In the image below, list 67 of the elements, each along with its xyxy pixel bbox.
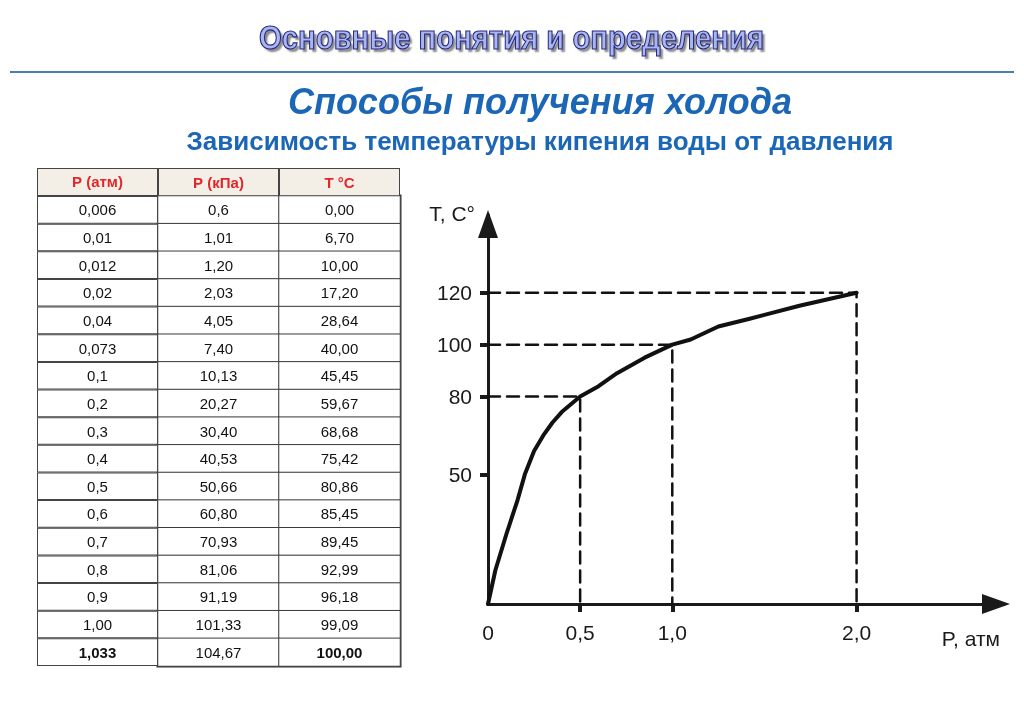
data-label: 10,00	[320, 256, 359, 274]
y-tick-label: 0,4	[87, 450, 108, 468]
data-label: 17,20	[320, 284, 359, 302]
data-label: 40,00	[320, 339, 359, 357]
data-label: 1,01	[203, 228, 234, 246]
data-label: 4,05	[203, 311, 234, 329]
y-axis-title: T, C°	[429, 201, 475, 225]
data-label: 10,13	[199, 367, 238, 385]
y-tick-label: 1,00	[82, 616, 113, 634]
y-tick-label: 100	[436, 333, 472, 357]
data-label: 104,67	[195, 643, 242, 661]
y-tick-label: 0,1	[87, 367, 108, 385]
data-label: 59,67	[320, 394, 359, 412]
y-tick-label: 0,8	[87, 560, 108, 578]
x-tick-label: 0	[482, 621, 494, 644]
data-label: 92,99	[320, 560, 359, 578]
data-label: 70,93	[199, 533, 238, 551]
y-tick-label: 120	[436, 281, 472, 305]
y-tick-label: 80	[448, 385, 472, 409]
text: Способы получения холода	[286, 80, 794, 124]
data-label: 0,6	[208, 201, 229, 219]
x-tick-label: 1,0	[657, 621, 687, 644]
data-label: 99,09	[320, 616, 359, 634]
data-label: 0,00	[324, 201, 355, 219]
data-label: 96,18	[320, 588, 359, 606]
y-tick-label: 0,012	[78, 256, 117, 274]
y-tick-label: 0,7	[87, 533, 108, 551]
y-tick-label: 0,5	[87, 477, 108, 495]
data-label: 75,42	[320, 450, 359, 468]
data-label: 101,33	[195, 616, 242, 634]
data-label: 28,64	[320, 311, 359, 329]
x-tick-label: Т °С	[324, 174, 355, 191]
x-tick-label: Р (кПа)	[193, 174, 244, 191]
data-label: 85,45	[320, 505, 359, 523]
x-tick-label: 0,5	[565, 621, 595, 644]
text: Зависимость температуры кипения воды от давления	[185, 125, 895, 157]
data-label: 100,00	[316, 643, 363, 661]
data-label: 68,68	[320, 422, 359, 440]
y-tick-label: 0,9	[87, 588, 108, 606]
y-tick-label: 0,2	[87, 394, 108, 412]
data-label: 30,40	[199, 422, 238, 440]
data-label: 2,03	[203, 284, 234, 302]
y-tick-label: 0,006	[78, 201, 117, 219]
data-label: 45,45	[320, 367, 359, 385]
x-axis-title: P, атм	[941, 627, 1000, 650]
y-tick-label: 0,02	[82, 284, 113, 302]
data-label: 91,19	[199, 588, 238, 606]
x-tick-label: 2,0	[841, 621, 872, 644]
data-label: 81,06	[199, 560, 238, 578]
data-label: 40,53	[199, 450, 238, 468]
text: Основные понятия и определения	[259, 17, 765, 58]
y-tick-label: 0,01	[82, 228, 113, 246]
data-label: 7,40	[203, 339, 234, 357]
y-tick-label: 0,073	[78, 339, 117, 357]
y-tick-label: 50	[448, 462, 472, 486]
y-tick-label: 0,04	[82, 311, 113, 329]
data-label: 60,80	[199, 505, 238, 523]
data-label: 80,86	[320, 477, 359, 495]
y-tick-label: 1,033	[78, 643, 117, 661]
y-axis-title: Р (атм)	[37, 168, 158, 196]
data-label: 50,66	[199, 477, 238, 495]
data-label: 1,20	[203, 256, 234, 274]
data-label: 20,27	[199, 394, 238, 412]
y-tick-label: 0,6	[87, 505, 108, 523]
data-label: 6,70	[324, 228, 355, 246]
y-tick-label: 0,3	[87, 422, 108, 440]
data-label: 89,45	[320, 533, 359, 551]
